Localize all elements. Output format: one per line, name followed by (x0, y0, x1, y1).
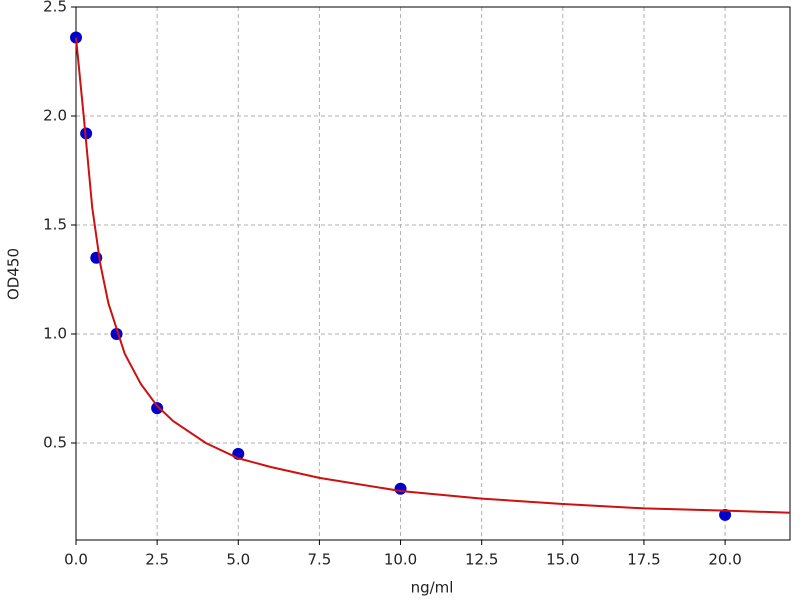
x-tick-label: 15.0 (546, 551, 579, 569)
y-tick-label: 1.0 (43, 324, 67, 342)
fit-curve (75, 37, 791, 514)
x-tick-label: 5.0 (226, 551, 250, 569)
x-axis-label: ng/ml (411, 579, 454, 597)
x-tick-label: 12.5 (465, 551, 498, 569)
plot-frame (75, 6, 791, 541)
x-tick-label: 17.5 (627, 551, 660, 569)
y-tick-label: 0.5 (43, 433, 67, 451)
y-axis-label: OD450 (5, 248, 23, 300)
y-tick-label: 1.5 (43, 215, 67, 233)
x-tick-label: 7.5 (307, 551, 331, 569)
x-tick-label: 10.0 (384, 551, 417, 569)
x-tick-label: 2.5 (145, 551, 169, 569)
data-point (719, 508, 732, 521)
y-tick-label: 2.5 (43, 0, 67, 16)
data-point (394, 482, 407, 495)
data-point (151, 402, 164, 415)
y-tick-label: 2.0 (43, 106, 67, 124)
x-tick-label: 0.0 (64, 551, 88, 569)
x-tick-label: 20.0 (708, 551, 741, 569)
